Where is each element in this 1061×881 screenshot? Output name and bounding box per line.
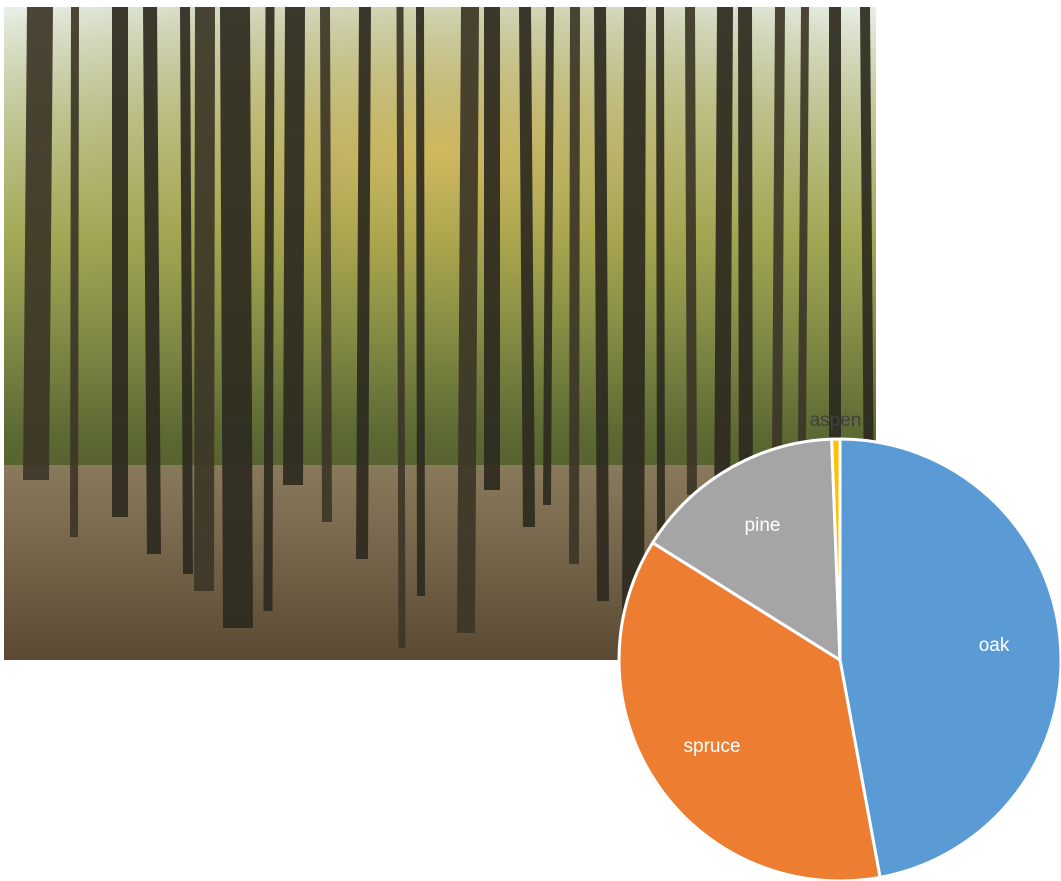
- tree-trunk: [194, 7, 215, 591]
- tree-trunk: [320, 7, 332, 522]
- tree-trunk: [220, 7, 253, 628]
- tree-trunk: [797, 7, 809, 579]
- tree-trunk: [519, 7, 535, 527]
- slice-label: oak: [979, 635, 1010, 656]
- tree-trunk: [860, 7, 874, 500]
- tree-trunk: [738, 7, 753, 569]
- tree-trunk: [416, 7, 425, 596]
- pie-slice: [650, 437, 842, 663]
- tree-trunk: [112, 7, 128, 517]
- tree-trunk: [685, 7, 697, 495]
- tree-trunk: [283, 7, 305, 485]
- tree-trunk: [543, 7, 554, 505]
- tree-trunk: [594, 7, 609, 601]
- tree-trunk: [569, 7, 580, 564]
- slice-label: pine: [745, 515, 781, 536]
- tree-trunk: [180, 7, 193, 574]
- slice-label: spruce: [684, 736, 741, 757]
- tree-trunk: [622, 7, 646, 638]
- tree-trunk: [656, 7, 665, 542]
- tree-trunk: [263, 7, 275, 611]
- tree-trunk: [23, 7, 53, 480]
- tree-trunk: [714, 7, 733, 532]
- tree-trunk: [484, 7, 500, 490]
- tree-trunk: [70, 7, 79, 537]
- slice-label: aspen: [810, 410, 862, 431]
- pie-slice: [830, 437, 842, 661]
- tree-trunk: [143, 7, 161, 554]
- tree-trunk: [356, 7, 371, 559]
- tree-trunk: [457, 7, 479, 633]
- tree-trunk: [396, 7, 406, 648]
- pie-slice: [838, 437, 1061, 880]
- pie-slice: [617, 540, 882, 881]
- forest-photo: [4, 7, 876, 660]
